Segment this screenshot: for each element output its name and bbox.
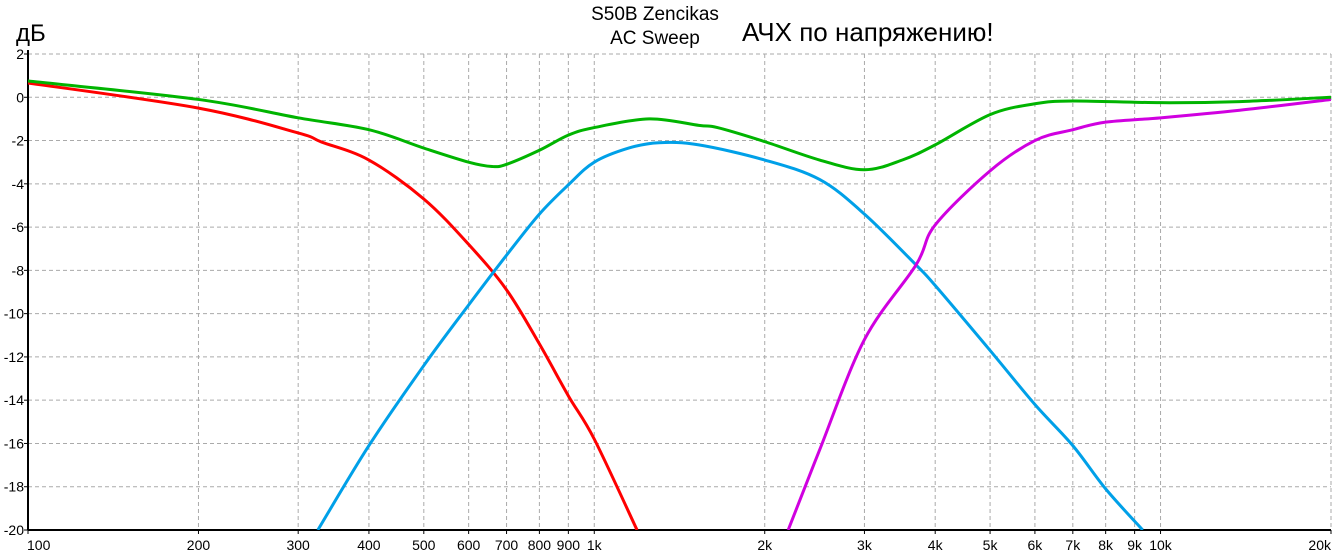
x-tick-label: 2k [757,537,773,553]
series-line-2 [786,97,1331,530]
chart-title: S50B Zencikas [591,4,719,25]
series-line-0 [28,81,639,530]
x-tick-label: 4k [928,537,944,553]
x-tick-label: 9k [1127,537,1143,553]
y-tick-label: 2 [16,46,24,62]
y-tick-label: -16 [4,435,24,451]
x-tick-label: 1k [587,537,603,553]
series-line-1 [316,140,1144,530]
chart-subtitle: AC Sweep [610,28,700,49]
x-tick-label: 800 [528,537,552,553]
y-tick-label: -10 [4,306,24,322]
x-tick-label: 8k [1098,537,1114,553]
x-tick-label: 5k [983,537,999,553]
x-tick-label: 7k [1065,537,1081,553]
y-axis-label: дБ [16,20,46,47]
y-tick-label: 0 [16,89,24,105]
y-tick-label: -8 [12,262,25,278]
x-tick-label: 900 [557,537,581,553]
x-tick-label: 200 [187,537,211,553]
y-tick-label: -2 [12,133,25,149]
x-tick-label: 300 [286,537,310,553]
y-tick-label: -6 [12,219,25,235]
y-tick-label: -20 [4,522,24,538]
chart-annotation: АЧХ по напряжению! [742,17,994,47]
x-tick-label: 400 [357,537,381,553]
series-line-3 [28,79,1331,172]
x-tick-label: 10k [1149,537,1173,553]
y-tick-label: -14 [4,392,24,408]
y-tick-label: -12 [4,349,24,365]
x-tick-label: 500 [412,537,436,553]
y-tick-label: -4 [12,176,25,192]
x-tick-label: 100 [27,537,51,553]
x-tick-label: 700 [495,537,519,553]
x-tick-label: 6k [1028,537,1044,553]
x-tick-label: 3k [857,537,873,553]
x-tick-label: 600 [457,537,481,553]
x-tick-label: 20k [1308,537,1332,553]
y-tick-label: -18 [4,479,24,495]
